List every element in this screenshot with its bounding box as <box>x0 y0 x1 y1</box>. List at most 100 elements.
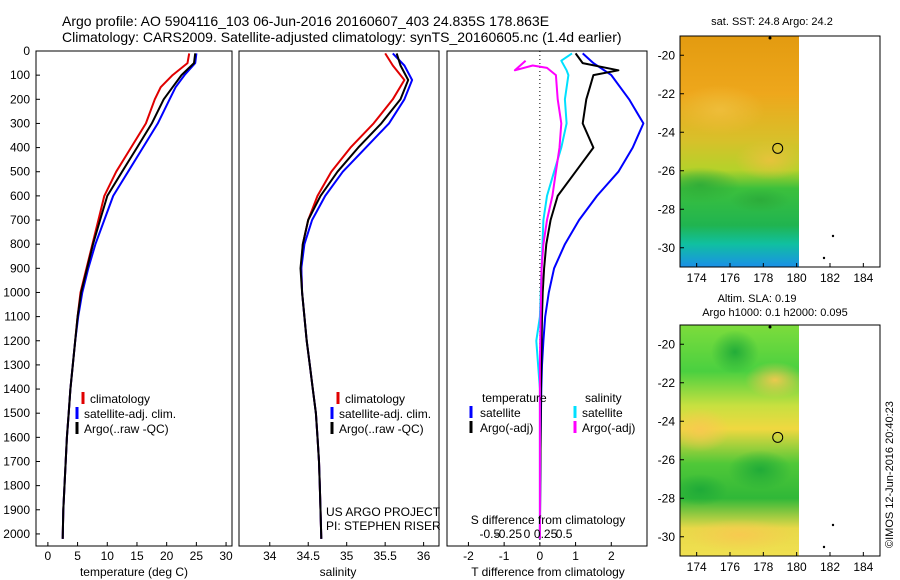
legend-salinity-header: salinity <box>585 391 622 405</box>
island-dot <box>831 234 835 238</box>
lon-tick-label: 182 <box>820 271 840 285</box>
sla-title-2: Argo h1000: 0.1 h2000: 0.095 <box>702 307 848 319</box>
series-line <box>300 52 414 539</box>
depth-tick-label: 700 <box>10 213 30 227</box>
depth-tick-label: 2000 <box>3 527 30 541</box>
sla-lat-ticks: -20 -22 -24 -26 -28 -30 <box>658 337 684 544</box>
temperature-xlabel: temperature (deg C) <box>80 565 188 579</box>
x2-tick-label: -0.5 <box>480 527 501 541</box>
depth-tick-label: 1700 <box>3 454 30 468</box>
x-tick-label: 10 <box>101 549 115 563</box>
series-line <box>300 52 406 539</box>
sla-frame <box>679 324 881 557</box>
temperature-legend: climatology satellite-adj. clim. Argo(..… <box>75 392 176 436</box>
depth-tick-label: 300 <box>10 116 30 130</box>
depth-axis: 0 100 200 300 400 500 600 700 800 900 1000 1100 1200… <box>3 44 40 541</box>
legend-t-satellite: satellite <box>480 406 521 420</box>
x-tick-label: 36 <box>417 549 431 563</box>
depth-tick-label: 1000 <box>3 285 30 299</box>
legend-temperature-header: temperature <box>482 391 547 405</box>
x-tick-label: 30 <box>219 549 233 563</box>
lat-tick-label: -20 <box>658 337 676 351</box>
salinity-series <box>299 52 414 539</box>
difference-x2label: S difference from climatology <box>471 513 626 527</box>
series-line <box>538 52 620 539</box>
lon-tick-label: 176 <box>720 271 740 285</box>
lon-tick-label: 180 <box>787 271 807 285</box>
temperature-frame <box>35 50 233 547</box>
lat-tick-label: -30 <box>658 241 676 255</box>
difference-x-ticks: -2 -1 0 1 2 <box>463 542 615 563</box>
lon-tick-label: 180 <box>787 560 807 574</box>
credit-pi: PI: STEPHEN RISER <box>326 519 441 533</box>
lat-tick-label: -26 <box>658 164 676 178</box>
series-line <box>61 53 197 539</box>
x2-tick-label: 0.5 <box>556 527 573 541</box>
x-tick-label: 34.5 <box>297 549 321 563</box>
sst-frame <box>679 35 881 268</box>
depth-tick-label: 800 <box>10 237 30 251</box>
depth-tick-label: 900 <box>10 261 30 275</box>
sst-field <box>680 36 799 267</box>
x-tick-label: 34 <box>263 549 277 563</box>
salinity-legend: climatology satellite-adj. clim. Argo(..… <box>330 392 431 436</box>
legend-climatology: climatology <box>345 392 405 406</box>
lat-tick-label: -20 <box>658 48 676 62</box>
depth-tick-label: 1100 <box>4 310 30 324</box>
legend-argo: Argo(..raw -QC) <box>84 422 169 436</box>
island-dot <box>822 545 826 549</box>
lat-tick-label: -24 <box>658 414 676 428</box>
legend-climatology: climatology <box>90 392 150 406</box>
credit-project: US ARGO PROJECT <box>326 505 441 519</box>
legend-satellite: satellite-adj. clim. <box>84 407 176 421</box>
x-tick-label: 0 <box>45 549 52 563</box>
salinity-frame <box>238 50 440 547</box>
depth-tick-label: 1900 <box>3 503 30 517</box>
x2-tick-label: 0 <box>524 527 531 541</box>
lon-tick-label: 174 <box>687 560 707 574</box>
salinity-panel: 34 34.5 35 35.5 36 salinity climatology sate… <box>238 50 441 579</box>
difference-legend: temperature satellite Argo(-adj) salinit… <box>469 391 635 435</box>
depth-tick-label: 1300 <box>3 358 30 372</box>
x-tick-label: -2 <box>463 549 474 563</box>
depth-tick-label: 400 <box>10 141 30 155</box>
difference-x2-ticks: -0.5-0.25 0 0.250.5 <box>480 527 573 541</box>
depth-tick-label: 1600 <box>3 430 30 444</box>
legend-s-argo: Argo(-adj) <box>582 421 635 435</box>
series-line <box>513 59 563 539</box>
difference-frame <box>446 50 648 547</box>
sst-map: sat. SST: 24.8 Argo: 24.2 174 176 178 180 18… <box>658 16 881 285</box>
lat-tick-label: -28 <box>658 202 676 216</box>
salinity-xlabel: salinity <box>320 565 357 579</box>
lon-tick-label: 184 <box>853 560 873 574</box>
temperature-x-ticks: 0 5 10 15 20 25 30 <box>45 542 233 563</box>
difference-series <box>513 52 645 539</box>
salinity-x-ticks: 34 34.5 35 35.5 36 <box>263 542 431 563</box>
depth-tick-label: 600 <box>10 189 30 203</box>
depth-tick-label: 100 <box>10 68 30 82</box>
legend-satellite: satellite-adj. clim. <box>339 407 431 421</box>
depth-tick-label: 200 <box>10 92 30 106</box>
legend-s-satellite: satellite <box>582 406 623 420</box>
lon-tick-label: 174 <box>687 271 707 285</box>
header-line-2: Climatology: CARS2009. Satellite-adjuste… <box>62 29 622 45</box>
difference-panel: -2 -1 0 1 2 -0.5-0.25 0 0.250.5 S difference f… <box>446 50 648 579</box>
temperature-panel: 0 5 10 15 20 25 30 temperature (deg C) climato… <box>35 50 233 579</box>
x-tick-label: 25 <box>190 549 204 563</box>
depth-tick-label: 500 <box>10 165 30 179</box>
depth-tick-label: 1200 <box>3 334 30 348</box>
temperature-series <box>61 53 198 539</box>
lat-tick-label: -28 <box>658 491 676 505</box>
island-dot <box>822 256 826 260</box>
legend-argo: Argo(..raw -QC) <box>339 422 424 436</box>
sst-lon-ticks: 174 176 178 180 182 184 <box>687 263 874 285</box>
x-tick-label: 35 <box>340 549 354 563</box>
x-tick-label: -1 <box>499 549 510 563</box>
depth-tick-label: 1800 <box>3 479 30 493</box>
island-dot <box>768 325 772 329</box>
series-line <box>538 52 645 539</box>
lon-tick-label: 184 <box>853 271 873 285</box>
series-line <box>61 53 198 539</box>
island-dot <box>831 523 835 527</box>
lon-tick-label: 176 <box>720 560 740 574</box>
